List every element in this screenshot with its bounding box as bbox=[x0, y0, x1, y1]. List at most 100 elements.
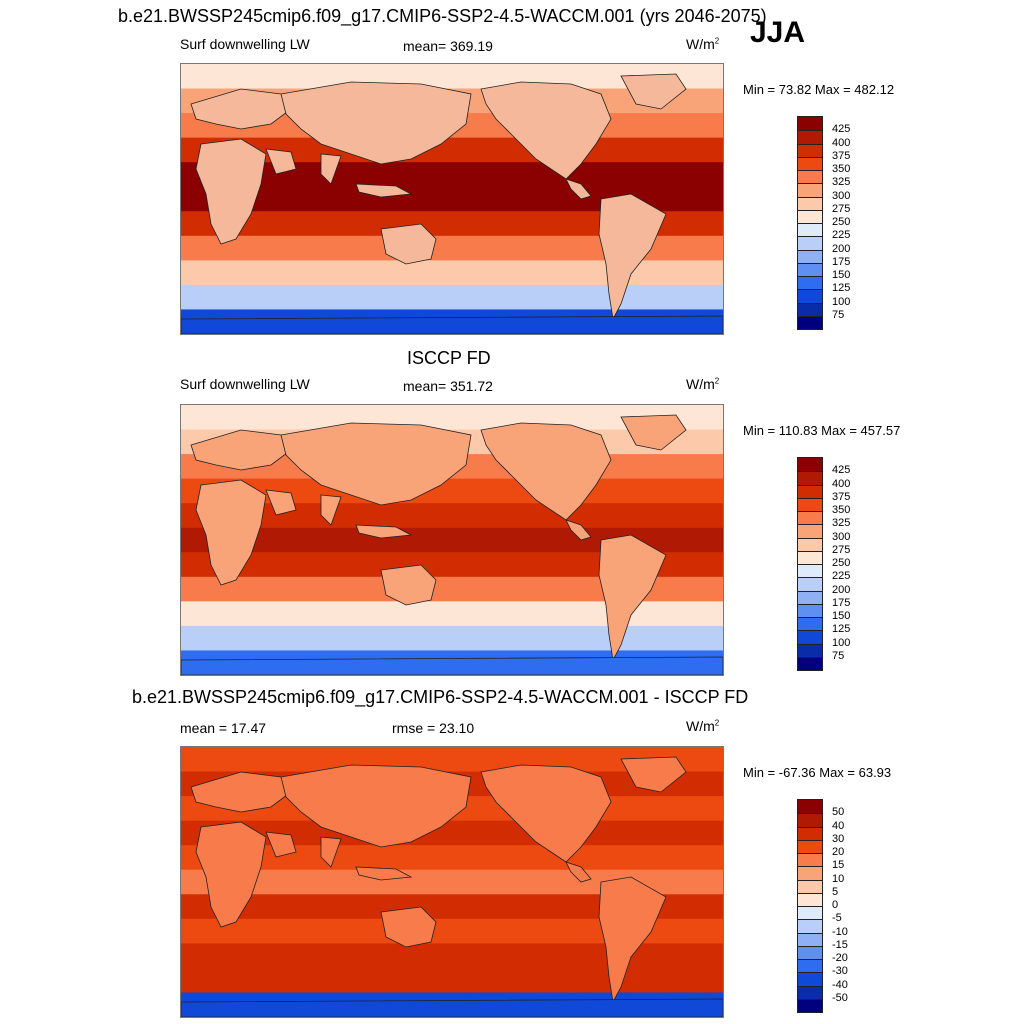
colorbar-tick-label: 10 bbox=[832, 872, 845, 885]
continent-indonesia bbox=[355, 183, 413, 198]
colorbar-tick-label: 275 bbox=[832, 543, 851, 556]
colorbar-tick-label: 0 bbox=[832, 899, 839, 911]
continent-central-america bbox=[565, 178, 592, 200]
map-latitude-band bbox=[181, 503, 723, 529]
map-latitude-band bbox=[181, 845, 723, 871]
colorbar-swatch bbox=[798, 156, 822, 170]
colorbar bbox=[797, 457, 823, 671]
colorbar-tick-label: 325 bbox=[832, 517, 851, 530]
colorbar-swatch bbox=[798, 866, 822, 880]
colorbar-swatch bbox=[798, 183, 822, 197]
colorbar-swatch bbox=[798, 196, 822, 210]
map-panel bbox=[180, 63, 724, 335]
colorbar-tick-label: 125 bbox=[832, 282, 851, 295]
continent-south-america bbox=[598, 534, 667, 662]
continent-antarctica bbox=[181, 656, 723, 675]
colorbar-tick-label: 175 bbox=[832, 596, 851, 609]
colorbar-tick-label: 225 bbox=[832, 570, 851, 583]
map-latitude-band bbox=[181, 260, 723, 286]
continent-india bbox=[320, 153, 342, 185]
continent-asia bbox=[280, 764, 472, 848]
continent-indonesia bbox=[355, 866, 413, 881]
min-max-label: Min = 110.83 Max = 457.57 bbox=[743, 423, 901, 438]
colorbar-tick-label: -15 bbox=[832, 938, 848, 951]
continent-asia bbox=[280, 81, 472, 165]
continent-india bbox=[320, 836, 342, 868]
colorbar-swatch bbox=[798, 276, 822, 290]
colorbar-swatch bbox=[798, 289, 822, 303]
continent-europe bbox=[190, 429, 292, 471]
map-latitude-band bbox=[181, 943, 723, 969]
colorbar-swatch bbox=[798, 117, 822, 131]
continent-south-america bbox=[598, 876, 667, 1004]
colorbar-tick-label: 5 bbox=[832, 885, 839, 898]
continent-greenland bbox=[620, 756, 687, 793]
continent-greenland bbox=[620, 414, 687, 451]
colorbar-swatch bbox=[798, 170, 822, 184]
colorbar-swatch bbox=[798, 262, 822, 276]
colorbar-tick-label: 400 bbox=[832, 136, 851, 149]
continent-africa bbox=[195, 138, 267, 245]
continent-arabia bbox=[265, 489, 297, 516]
colorbar-tick-label: 75 bbox=[832, 308, 845, 321]
colorbar-tick-label: 150 bbox=[832, 610, 851, 622]
continent-greenland bbox=[620, 73, 687, 110]
map-latitude-band bbox=[181, 284, 723, 311]
colorbar-tick-label: 250 bbox=[832, 557, 851, 569]
map-latitude-band bbox=[181, 625, 723, 652]
continent-central-america bbox=[565, 519, 592, 541]
colorbar-swatch bbox=[798, 826, 822, 840]
colorbar-swatch bbox=[798, 630, 822, 644]
colorbar-tick-label: 375 bbox=[832, 490, 851, 503]
colorbar bbox=[797, 116, 823, 330]
colorbar-swatch bbox=[798, 998, 822, 1012]
continent-antarctica bbox=[181, 315, 723, 334]
colorbar-tick-label: 300 bbox=[832, 189, 851, 202]
map-panel bbox=[180, 746, 724, 1018]
colorbar-swatch bbox=[798, 511, 822, 525]
colorbar-swatch bbox=[798, 617, 822, 631]
continent-australia bbox=[380, 564, 437, 606]
colorbar-swatch bbox=[798, 906, 822, 920]
colorbar-swatch bbox=[798, 130, 822, 144]
season-label: JJA bbox=[750, 16, 806, 49]
colorbar-tick-label: 425 bbox=[832, 123, 851, 136]
colorbar-tick-label: 400 bbox=[832, 477, 851, 490]
colorbar-swatch bbox=[798, 839, 822, 853]
colorbar-tick-label: 50 bbox=[832, 806, 845, 819]
colorbar-swatch bbox=[798, 945, 822, 959]
colorbar-swatch bbox=[798, 497, 822, 511]
colorbar-tick-label: 225 bbox=[832, 229, 851, 242]
mean-label: mean= 369.19 bbox=[403, 38, 493, 54]
colorbar-swatch bbox=[798, 972, 822, 986]
colorbar-tick-label: 30 bbox=[832, 832, 845, 845]
continent-arabia bbox=[265, 148, 297, 175]
colorbar-swatch bbox=[798, 524, 822, 538]
panel-title: ISCCP FD bbox=[407, 348, 491, 368]
colorbar-tick-label: 350 bbox=[832, 504, 851, 516]
colorbar-swatch bbox=[798, 590, 822, 604]
continent-australia bbox=[380, 223, 437, 265]
colorbar-swatch bbox=[798, 892, 822, 906]
colorbar-tick-label: 275 bbox=[832, 202, 851, 215]
colorbar-tick-label: 20 bbox=[832, 846, 845, 858]
colorbar-swatch bbox=[798, 458, 822, 472]
map-panel bbox=[180, 404, 724, 676]
colorbar-swatch bbox=[798, 537, 822, 551]
colorbar-tick-label: -5 bbox=[832, 912, 842, 925]
colorbar-tick-label: 150 bbox=[832, 269, 851, 281]
colorbar-swatch bbox=[798, 959, 822, 973]
colorbar-swatch bbox=[798, 471, 822, 485]
continent-south-america bbox=[598, 193, 667, 321]
colorbar-tick-label: 100 bbox=[832, 636, 851, 649]
colorbar-tick-label: -50 bbox=[832, 991, 848, 1004]
colorbar-tick-label: 375 bbox=[832, 149, 851, 162]
unit-label: W/m2 bbox=[686, 376, 720, 392]
colorbar-swatch bbox=[798, 656, 822, 670]
continent-australia bbox=[380, 906, 437, 948]
continent-indonesia bbox=[355, 524, 413, 539]
colorbar-tick-label: 300 bbox=[832, 530, 851, 543]
colorbar-swatch bbox=[798, 577, 822, 591]
variable-label: Surf downwelling LW bbox=[180, 36, 310, 52]
map-latitude-band bbox=[181, 162, 723, 188]
